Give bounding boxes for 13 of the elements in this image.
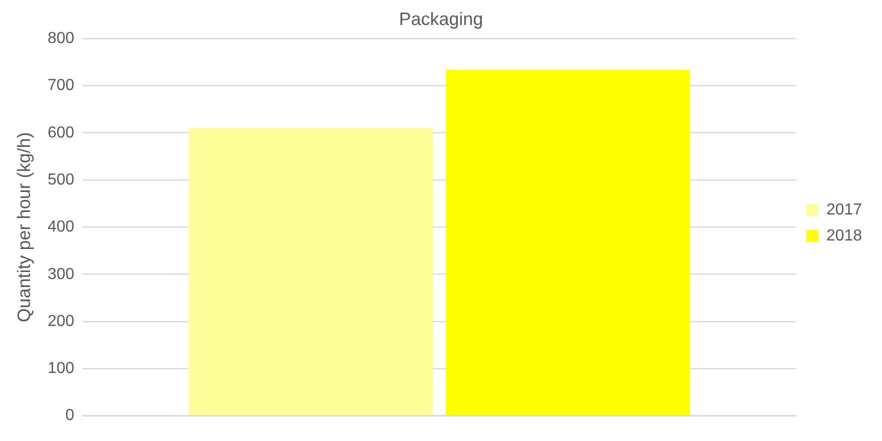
y-tick-label: 700 <box>48 77 74 94</box>
y-tick-label: 500 <box>48 171 74 188</box>
y-axis-title: Quantity per hour (kg/h) <box>14 132 34 322</box>
y-tick-label: 0 <box>65 407 74 424</box>
y-tick-label: 600 <box>48 124 74 142</box>
legend-label: 2018 <box>826 227 862 244</box>
y-tick-label: 400 <box>48 218 74 236</box>
y-tick-label: 300 <box>48 266 74 283</box>
y-tick-label: 200 <box>48 312 74 330</box>
y-tick-label: 800 <box>48 30 74 48</box>
y-tick-label: 100 <box>48 360 74 378</box>
chart-title: Packaging <box>398 8 484 29</box>
legend-label: 2017 <box>826 201 862 218</box>
